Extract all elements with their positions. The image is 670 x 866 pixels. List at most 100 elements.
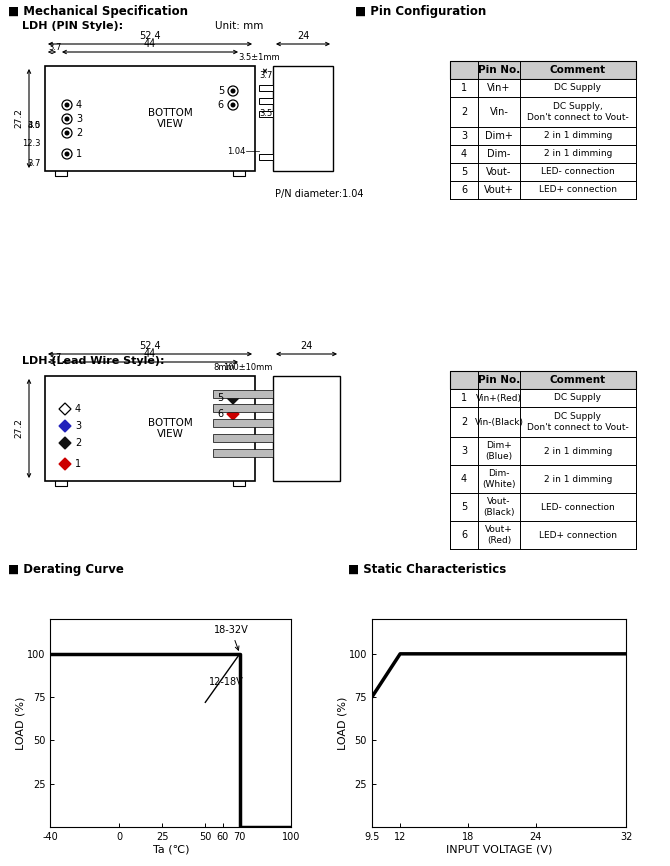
Text: 24: 24 [300, 341, 313, 351]
Text: 2 in 1 dimming: 2 in 1 dimming [544, 150, 612, 158]
Polygon shape [227, 408, 239, 420]
Text: P/N diameter:1.04: P/N diameter:1.04 [275, 189, 364, 199]
Text: 2 in 1 dimming: 2 in 1 dimming [544, 447, 612, 456]
Text: 3: 3 [461, 446, 467, 456]
Text: Vout-: Vout- [486, 167, 512, 177]
Text: Vin+: Vin+ [487, 83, 511, 93]
Text: 52.4: 52.4 [139, 341, 161, 351]
Circle shape [231, 89, 234, 93]
Text: 5: 5 [461, 502, 467, 512]
Bar [450, 163, 636, 181]
Bar [450, 465, 636, 493]
X-axis label: INPUT VOLTAGE (V): INPUT VOLTAGE (V) [446, 844, 552, 855]
Text: Vin+(Red): Vin+(Red) [476, 393, 522, 403]
Text: 44: 44 [144, 39, 156, 49]
Bar [259, 111, 273, 117]
Text: LED- connection: LED- connection [541, 167, 615, 177]
Text: 3: 3 [461, 131, 467, 141]
Text: 6: 6 [217, 409, 223, 419]
Text: 18-32V: 18-32V [214, 625, 249, 650]
Bar [450, 79, 636, 97]
Text: DC Supply
Don't connect to Vout-: DC Supply Don't connect to Vout- [527, 412, 629, 431]
Text: Dim+
(Blue): Dim+ (Blue) [486, 442, 513, 461]
Text: Dim+: Dim+ [485, 131, 513, 141]
Bar [213, 390, 273, 398]
Text: 2: 2 [76, 128, 82, 138]
Polygon shape [59, 458, 71, 470]
Text: Comment: Comment [550, 375, 606, 385]
Text: 4: 4 [461, 474, 467, 484]
Text: 1: 1 [76, 149, 82, 159]
Text: ■ Pin Configuration: ■ Pin Configuration [355, 4, 486, 17]
Bar [450, 61, 636, 79]
Text: Dim-: Dim- [487, 149, 511, 159]
Text: 3.7: 3.7 [48, 43, 62, 52]
Text: DC Supply: DC Supply [555, 83, 602, 93]
Text: 24: 24 [297, 31, 309, 41]
Bar [45, 376, 255, 481]
Text: Vout+
(Red): Vout+ (Red) [485, 526, 513, 545]
Text: LDH (Lead Wire Style):: LDH (Lead Wire Style): [22, 356, 165, 366]
Text: 3.7: 3.7 [259, 72, 273, 81]
Bar [450, 127, 636, 145]
Text: Unit: mm: Unit: mm [215, 21, 263, 31]
Text: ■ Mechanical Specification: ■ Mechanical Specification [8, 4, 188, 17]
Text: 3: 3 [76, 114, 82, 124]
Text: Vin-(Black): Vin-(Black) [474, 417, 523, 426]
Text: 12-18V: 12-18V [209, 677, 243, 687]
Text: Comment: Comment [550, 65, 606, 75]
Bar [450, 389, 636, 407]
Text: 44: 44 [144, 349, 156, 359]
Text: 5: 5 [217, 393, 223, 403]
Text: 4: 4 [75, 404, 81, 414]
Text: 1: 1 [461, 83, 467, 93]
Circle shape [65, 132, 69, 135]
Text: 4: 4 [461, 149, 467, 159]
Text: ■ Derating Curve: ■ Derating Curve [8, 563, 124, 576]
Bar [450, 521, 636, 549]
Text: BOTTOM
VIEW: BOTTOM VIEW [147, 417, 192, 439]
Text: 27.2: 27.2 [15, 418, 23, 438]
Bar [450, 145, 636, 163]
Text: DC Supply: DC Supply [555, 393, 602, 403]
Text: 6: 6 [218, 100, 224, 110]
Text: Pin No.: Pin No. [478, 375, 520, 385]
Text: 3.5: 3.5 [259, 108, 272, 118]
Y-axis label: LOAD (%): LOAD (%) [337, 696, 347, 750]
Text: Vin-: Vin- [490, 107, 509, 117]
Bar [450, 371, 636, 389]
Text: Vout+: Vout+ [484, 185, 514, 195]
Text: DC Supply,
Don't connect to Vout-: DC Supply, Don't connect to Vout- [527, 102, 629, 122]
Bar [213, 434, 273, 442]
Text: 3: 3 [75, 421, 81, 431]
Text: ■ Static Characteristics: ■ Static Characteristics [348, 563, 507, 576]
Text: LED+ connection: LED+ connection [539, 531, 617, 540]
Bar [450, 407, 636, 437]
Text: 12.3: 12.3 [23, 139, 41, 148]
Circle shape [231, 103, 234, 107]
Bar [213, 449, 273, 457]
Text: LDH (PIN Style):: LDH (PIN Style): [22, 21, 123, 31]
Bar [259, 154, 273, 160]
Y-axis label: LOAD (%): LOAD (%) [15, 696, 25, 750]
Bar [259, 85, 273, 91]
Text: 2: 2 [75, 438, 81, 448]
Text: 52.4: 52.4 [139, 31, 161, 41]
Circle shape [65, 103, 69, 107]
Polygon shape [59, 403, 71, 415]
Text: 100±10mm: 100±10mm [223, 364, 273, 372]
Text: 4.0: 4.0 [28, 121, 41, 131]
Bar [450, 97, 636, 127]
Polygon shape [59, 420, 71, 432]
Text: 5: 5 [218, 86, 224, 96]
Bar [213, 419, 273, 427]
Text: 5: 5 [461, 167, 467, 177]
Bar [213, 404, 273, 412]
Text: 3.7: 3.7 [48, 353, 62, 362]
Text: 3.7: 3.7 [27, 158, 41, 167]
Text: 2: 2 [461, 107, 467, 117]
Text: 6: 6 [461, 530, 467, 540]
Circle shape [65, 117, 69, 120]
Text: LED+ connection: LED+ connection [539, 185, 617, 195]
Text: 3.5: 3.5 [27, 121, 41, 131]
